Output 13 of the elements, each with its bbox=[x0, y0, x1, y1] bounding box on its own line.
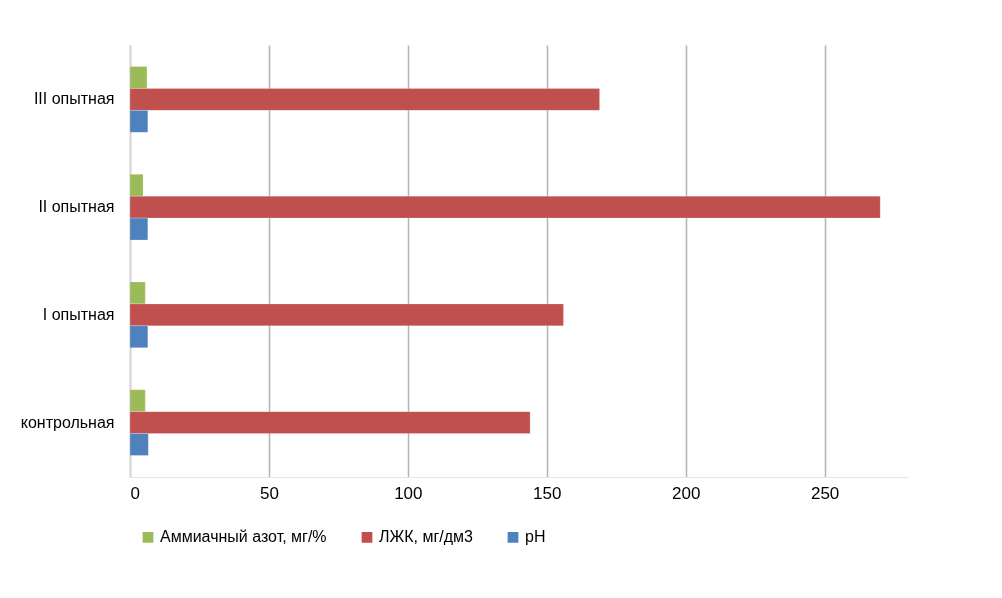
legend-label: pH bbox=[525, 528, 546, 546]
y-tick-label: I опытная bbox=[42, 305, 115, 323]
x-tick-label: 250 bbox=[810, 483, 840, 503]
x-tick-label: 200 bbox=[672, 483, 701, 503]
x-tick-label: 0 bbox=[130, 483, 140, 503]
x-tick-label: 150 bbox=[533, 483, 562, 503]
y-tick-label: II опытная bbox=[38, 198, 115, 216]
y-tick-label: контрольная bbox=[20, 413, 115, 431]
x-tick-label: 100 bbox=[394, 483, 423, 503]
x-tick-label: 50 bbox=[259, 483, 279, 503]
legend-label: ЛЖК, мг/дм3 bbox=[379, 528, 474, 546]
legend-label: Аммиачный азот, мг/% bbox=[160, 528, 327, 546]
y-tick-label: III опытная bbox=[33, 90, 115, 108]
